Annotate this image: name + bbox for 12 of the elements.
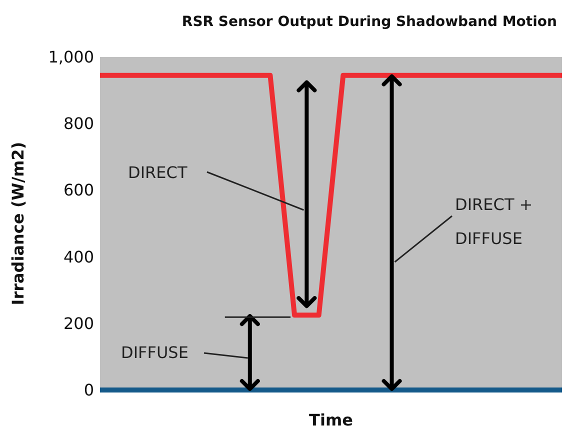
y-tick-label: 800 <box>63 114 94 134</box>
annotation: DIFFUSE <box>121 343 188 362</box>
annotation: DIRECT + DIFFUSE <box>455 195 533 248</box>
annotation: DIRECT <box>128 163 188 182</box>
y-tick-label: 600 <box>63 180 94 200</box>
y-tick-label: 200 <box>63 314 94 333</box>
y-axis-title: Irradiance (W/m2) <box>8 142 28 306</box>
y-tick-label: 0 <box>84 380 94 400</box>
chart-title: RSR Sensor Output During Shadowband Motion <box>182 14 558 30</box>
y-tick-label: 400 <box>63 247 94 266</box>
y-tick-label: 1,000 <box>48 48 94 66</box>
x-axis-title: Time <box>309 410 354 430</box>
